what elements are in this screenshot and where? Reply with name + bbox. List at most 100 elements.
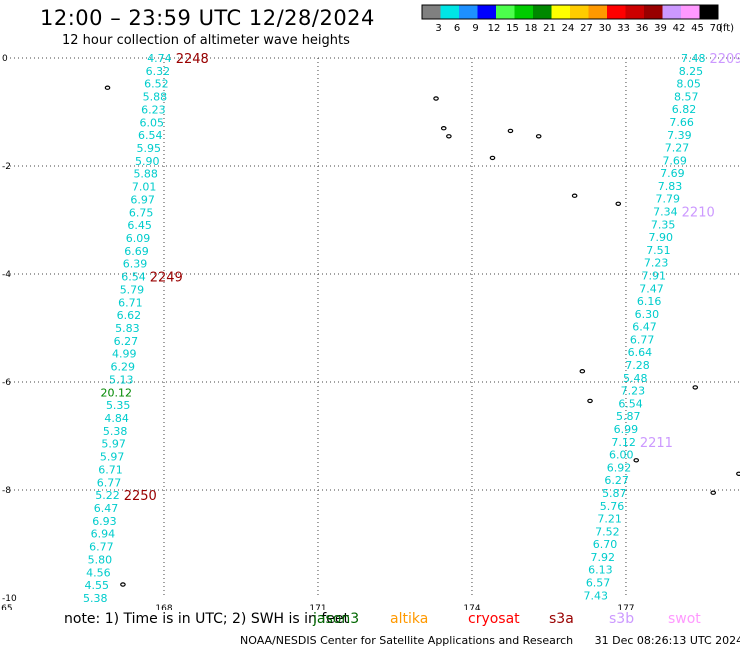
legend-tick-label: 6 <box>454 23 460 34</box>
pass-time-label: 2210 <box>682 206 715 221</box>
legend-unit-label: (ft) <box>719 23 734 34</box>
wave-height-label: 6.52 <box>144 78 169 91</box>
legend-tick-label: 18 <box>525 23 538 34</box>
wave-height-label: 6.77 <box>630 333 655 346</box>
wave-height-label: 4.84 <box>104 412 129 425</box>
wave-height-label: 6.77 <box>89 541 114 554</box>
wave-height-label: 5.48 <box>623 372 648 385</box>
wave-height-label: 6.69 <box>124 245 149 258</box>
satellite-s3b-label: s3b <box>609 611 635 627</box>
wave-height-label: 6.62 <box>117 309 142 322</box>
wave-height-label: 6.57 <box>586 577 611 590</box>
wave-height-label: 6.97 <box>130 193 155 206</box>
wave-height-label: 8.05 <box>676 78 701 91</box>
wave-height-label: 6.94 <box>91 528 116 541</box>
wave-height-label: 5.13 <box>109 373 134 386</box>
wave-height-label: 6.54 <box>138 129 163 142</box>
wave-height-label: 5.97 <box>101 438 126 451</box>
satellite-key: jason3 altika cryosat s3a s3b swot <box>0 611 740 631</box>
lon-tick-label: 177 <box>617 604 634 610</box>
lon-tick-label: 168 <box>155 604 172 610</box>
wave-height-label: 8.25 <box>679 65 704 78</box>
wave-height-label: 7.91 <box>642 269 667 282</box>
wave-height-label: 5.87 <box>616 410 641 423</box>
wave-height-label: 5.97 <box>100 451 125 464</box>
satellite-altika-label: altika <box>390 611 429 627</box>
wave-height-label: 6.32 <box>146 65 171 78</box>
map-subtitle: 12 hour collection of altimeter wave hei… <box>62 33 350 48</box>
lat-tick-label: -8 <box>2 486 11 496</box>
wave-height-label: 4.56 <box>86 566 111 579</box>
legend-tick-label: 12 <box>488 23 501 34</box>
wave-height-label: 7.39 <box>667 129 692 142</box>
wave-height-label: 5.83 <box>115 322 140 335</box>
legend-tick-label: 70 <box>710 23 723 34</box>
lon-tick-label: 174 <box>463 604 480 610</box>
lat-tick-label: -6 <box>2 378 11 388</box>
wave-height-label: 20.12 <box>100 386 132 399</box>
legend-tick-label: 21 <box>543 23 556 34</box>
lat-tick-label: -10 <box>2 594 17 604</box>
island-outline <box>579 369 586 374</box>
wave-height-label: 6.47 <box>94 502 119 515</box>
wave-height-label: 5.38 <box>103 425 128 438</box>
wave-height-label: 6.54 <box>121 271 146 284</box>
wave-height-label: 7.48 <box>681 52 706 65</box>
wave-height-label: 5.79 <box>120 283 145 296</box>
wave-height-label: 7.69 <box>662 154 687 167</box>
lon-tick-label: 171 <box>309 604 326 610</box>
wave-height-label: 6.45 <box>127 219 152 232</box>
legend-swatch <box>440 5 459 19</box>
wave-height-label: 5.87 <box>602 487 627 500</box>
wave-height-label: 7.66 <box>669 116 694 129</box>
wave-height-label: 5.22 <box>95 489 120 502</box>
wave-height-label: 5.76 <box>600 500 625 513</box>
island-outline <box>120 582 126 587</box>
legend-tick-label: 15 <box>506 23 519 34</box>
legend-swatch <box>699 5 718 19</box>
wave-height-label: 4.74 <box>147 52 172 65</box>
legend-tick-label: 33 <box>617 23 630 34</box>
wave-height-label: 7.34 <box>653 206 678 219</box>
wave-height-label: 5.90 <box>135 155 160 168</box>
legend-swatch <box>477 5 496 19</box>
wave-height-label: 6.70 <box>593 538 618 551</box>
legend-swatch <box>588 5 607 19</box>
wave-height-label: 6.71 <box>98 463 123 476</box>
wave-height-label: 5.88 <box>143 91 168 104</box>
island-outline <box>535 134 542 139</box>
wave-height-label: 6.00 <box>609 449 634 462</box>
wave-height-label: 6.64 <box>628 346 653 359</box>
wave-height-label: 6.93 <box>92 515 117 528</box>
legend-swatch <box>625 5 644 19</box>
wave-height-label: 7.52 <box>595 525 620 538</box>
wave-height-label: 5.35 <box>106 399 131 412</box>
wave-height-label: 6.75 <box>129 206 154 219</box>
legend-swatch <box>681 5 700 19</box>
wave-height-label: 6.09 <box>126 232 151 245</box>
legend-frame <box>421 4 719 20</box>
wave-height-label: 6.27 <box>604 474 629 487</box>
island-outline <box>440 125 447 131</box>
legend-tick-label: 45 <box>691 23 704 34</box>
wave-height-label: 7.01 <box>132 181 157 194</box>
legend-swatch <box>570 5 589 19</box>
legend-tick-label: 36 <box>636 23 649 34</box>
legend-tick-label: 39 <box>654 23 667 34</box>
legend-swatch <box>644 5 663 19</box>
satellite-cryosat-label: cryosat <box>468 611 520 627</box>
wave-height-label: 5.38 <box>83 592 108 605</box>
wave-height-label: 7.23 <box>644 257 669 270</box>
island-outline <box>710 490 717 495</box>
wave-height-label: 6.82 <box>672 103 697 116</box>
footer: NOAA/NESDIS Center for Satellite Applica… <box>240 634 740 647</box>
wave-height-label: 6.13 <box>588 564 613 577</box>
wave-height-map: 1651681711741770-2-4-6-8-104.746.326.525… <box>0 52 740 610</box>
legend-swatch <box>496 5 515 19</box>
wave-height-label: 6.27 <box>114 335 139 348</box>
legend-swatch <box>533 5 552 19</box>
island-outline <box>489 155 496 161</box>
wave-height-label: 7.21 <box>597 513 622 526</box>
wave-height-label: 6.39 <box>123 258 148 271</box>
island-outline <box>446 134 452 139</box>
